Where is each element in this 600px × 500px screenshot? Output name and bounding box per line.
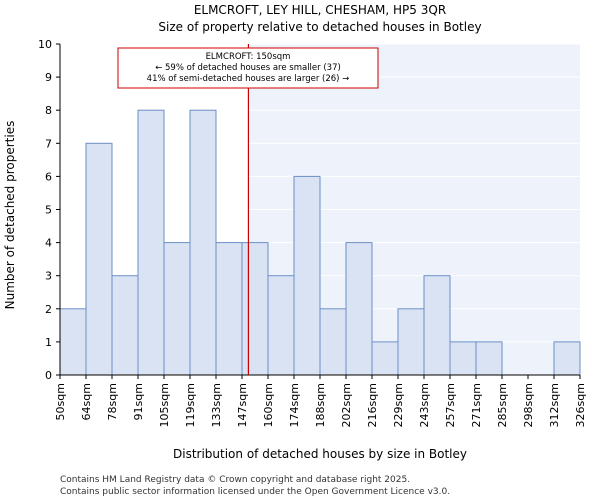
- x-tick-label: 133sqm: [210, 383, 223, 427]
- bar: [111, 275, 139, 376]
- annotation-line-2: ← 59% of detached houses are smaller (37…: [155, 63, 341, 73]
- x-tick-label: 50sqm: [54, 383, 67, 420]
- chart-title: ELMCROFT, LEY HILL, CHESHAM, HP5 3QR: [194, 3, 446, 17]
- bar: [241, 242, 269, 376]
- bar: [163, 242, 191, 376]
- x-tick-label: 271sqm: [470, 383, 483, 427]
- y-tick-label: 2: [45, 303, 52, 316]
- bar: [371, 341, 399, 376]
- y-tick-label: 10: [38, 38, 52, 51]
- x-tick-label: 257sqm: [444, 383, 457, 427]
- x-tick-label: 119sqm: [184, 383, 197, 427]
- annotation-box: [117, 47, 379, 89]
- x-tick-label: 160sqm: [262, 383, 275, 427]
- bar: [137, 109, 165, 376]
- bar: [215, 242, 243, 376]
- y-tick-label: 5: [45, 204, 52, 217]
- footer-line-2: Contains public sector information licen…: [60, 487, 450, 497]
- y-tick-label: 0: [45, 369, 52, 382]
- annotation-line-3: 41% of semi-detached houses are larger (…: [147, 74, 350, 84]
- bar: [293, 175, 321, 376]
- y-tick-label: 4: [45, 237, 52, 250]
- bar: [397, 308, 425, 376]
- x-tick-label: 174sqm: [288, 383, 301, 427]
- x-tick-label: 188sqm: [314, 383, 327, 427]
- bar: [475, 341, 503, 376]
- y-tick-label: 8: [45, 104, 52, 117]
- x-tick-label: 64sqm: [80, 383, 93, 420]
- x-tick-label: 312sqm: [548, 383, 561, 427]
- annotation-line-1: ELMCROFT: 150sqm: [206, 52, 291, 62]
- x-tick-label: 202sqm: [340, 383, 353, 427]
- x-tick-label: 285sqm: [496, 383, 509, 427]
- bar: [267, 275, 295, 376]
- x-tick-label: 298sqm: [522, 383, 535, 427]
- y-axis-label: Number of detached properties: [3, 121, 17, 310]
- x-tick-label: 326sqm: [574, 383, 587, 427]
- x-tick-label: 105sqm: [158, 383, 171, 427]
- y-tick-label: 6: [45, 170, 52, 183]
- bar: [59, 308, 87, 376]
- bar: [189, 109, 217, 376]
- x-axis-label: Distribution of detached houses by size …: [173, 447, 467, 461]
- y-tick-label: 9: [45, 71, 52, 84]
- bar: [423, 275, 451, 376]
- x-tick-label: 91sqm: [132, 383, 145, 420]
- y-tick-label: 1: [45, 336, 52, 349]
- bar: [449, 341, 477, 376]
- x-tick-label: 78sqm: [106, 383, 119, 420]
- y-tick-label: 7: [45, 137, 52, 150]
- x-tick-label: 243sqm: [418, 383, 431, 427]
- bar: [553, 341, 581, 376]
- x-tick-label: 147sqm: [236, 383, 249, 427]
- y-tick-label: 3: [45, 270, 52, 283]
- bar: [85, 142, 113, 376]
- plot-area: 0 1 2 3 4 5 6 7 8 9 10 50sqm 64sqm 78sqm 91sqm 105sqm 11…: [38, 38, 587, 427]
- bar: [345, 242, 373, 376]
- footer-line-1: Contains HM Land Registry data © Crown c…: [60, 475, 410, 485]
- bar: [319, 308, 347, 376]
- x-tick-label: 229sqm: [392, 383, 405, 427]
- chart-subtitle: Size of property relative to detached ho…: [158, 20, 481, 34]
- x-tick-label: 216sqm: [366, 383, 379, 427]
